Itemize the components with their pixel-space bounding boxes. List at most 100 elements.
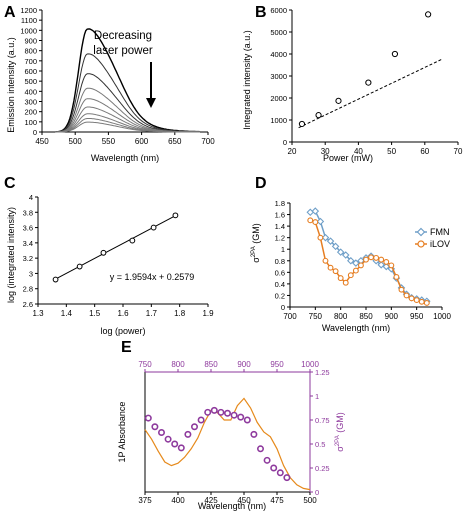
legend-item-ilov: iLOV — [415, 239, 450, 249]
panel-label-c: C — [4, 175, 16, 192]
panel-b-integrated-intensity: B 20 30 40 50 60 700100020003000400050006000 … — [242, 4, 463, 163]
panel-a-x-tick-label: 650 — [168, 137, 182, 146]
panel-c-x-tick-label: 1.5 — [89, 309, 101, 318]
panel-b-data-point — [425, 11, 432, 18]
panel-d-point-fmn — [341, 251, 350, 259]
panel-e-tpa-point — [184, 430, 192, 438]
panel-c-x-tick-label: 1.4 — [61, 309, 73, 318]
panel-d-point-fmn — [321, 233, 330, 242]
panel-d-point-ilov — [403, 292, 410, 299]
panel-d-x-axis-label: Wavelength (nm) — [322, 323, 390, 333]
panel-b-data-point — [365, 79, 372, 86]
panel-e-right-tick-label: 0.75 — [315, 416, 330, 425]
panel-d-point-ilov — [307, 217, 314, 224]
panel-d-point-ilov — [327, 264, 334, 271]
panel-a-arrow — [146, 62, 156, 108]
panel-d-point-ilov — [383, 258, 390, 265]
panel-a-x-tick-label: 450 — [35, 137, 49, 146]
panel-e-top-tick-label: 950 — [270, 360, 284, 369]
panel-a-plot-area — [55, 28, 201, 133]
panel-d-point-fmn — [382, 262, 391, 271]
panel-b-y-tick-label: 3000 — [270, 72, 287, 81]
panel-e-x-axis-label: Wavelength (nm) — [198, 501, 266, 511]
legend-label-ilov: iLOV — [430, 239, 450, 249]
panel-d-two-photon-cross-section: D 700 750 800 850 900 950 1000 0 0.2 0.4 0.6 0.8 1 1.… — [251, 175, 451, 333]
panel-b-y-tick-label: 2000 — [270, 94, 287, 103]
panel-e-axes: 375 400 425 450 475 500 750 800 850 900 950 1000 0 0.… — [138, 360, 329, 505]
panel-label-e: E — [121, 339, 132, 356]
panel-e-tpa-point — [276, 469, 284, 477]
panel-b-x-tick-label: 60 — [420, 147, 429, 156]
panel-c-x-tick-label: 1.7 — [146, 309, 158, 318]
panel-d-y-tick-label: 1.2 — [275, 234, 285, 243]
panel-b-data-point — [315, 112, 322, 119]
panel-a-y-tick-label: 1100 — [21, 16, 37, 25]
panel-e-right-tick-label: 0.5 — [315, 440, 325, 449]
panel-e-tpa-point — [263, 456, 271, 464]
panel-b-data-point — [335, 97, 342, 104]
panel-c-fit-line — [55, 215, 176, 280]
panel-label-b: B — [255, 4, 267, 21]
panel-e-right-y-axis-label: σ2PA (GM) — [335, 412, 345, 451]
panel-d-point-fmn — [311, 207, 320, 215]
panel-a-y-tick-label: 200 — [24, 108, 37, 117]
panel-d-y-tick-label: 0.2 — [275, 291, 285, 300]
panel-d-point-ilov — [398, 286, 405, 293]
legend-item-fmn: FMN — [415, 227, 450, 237]
panel-c-x-tick-label: 1.3 — [32, 309, 44, 318]
panel-label-a: A — [4, 4, 16, 21]
panel-d-point-fmn — [347, 256, 355, 265]
panel-d-point-ilov — [373, 254, 380, 261]
panel-a-y-tick-label: 1000 — [20, 26, 37, 35]
panel-e-tpa-point — [151, 423, 159, 431]
panel-e-x-tick-label: 450 — [237, 496, 251, 505]
panel-a-x-axis-label: Wavelength (nm) — [91, 153, 159, 163]
panel-e-x-tick-label: 425 — [204, 496, 218, 505]
panel-c-x-tick-label: 1.6 — [117, 309, 129, 318]
panel-e-x-tick-label: 500 — [303, 496, 317, 505]
panel-d-point-ilov — [342, 279, 349, 286]
panel-d-point-fmn — [306, 208, 315, 217]
panel-b-x-tick-label: 40 — [354, 147, 363, 156]
panel-b-fit-line — [298, 59, 442, 129]
panel-d-point-fmn — [331, 242, 340, 251]
panel-b-y-tick-label: 4000 — [270, 50, 287, 59]
panel-e-tpa-point — [210, 406, 218, 414]
panel-b-data-point — [391, 50, 399, 58]
panel-c-y-tick-label: 4 — [29, 193, 33, 202]
panel-d-x-tick-label: 950 — [410, 312, 424, 321]
panel-c-y-axis-label: log (integrated intensity) — [6, 207, 16, 303]
panel-d-y-tick-label: 0 — [281, 303, 285, 312]
panel-e-tpa-point — [158, 428, 166, 436]
panel-d-plot-area — [306, 207, 431, 306]
panel-a-y-tick-label: 400 — [24, 87, 37, 96]
panel-d-point-ilov — [357, 262, 364, 269]
panel-b-y-tick-label: 5000 — [270, 28, 287, 37]
panel-d-point-ilov — [388, 262, 395, 269]
panel-e-tpa-point — [256, 445, 264, 453]
panel-c-y-tick-label: 3.4 — [23, 239, 33, 248]
panel-b-x-tick-label: 50 — [387, 147, 396, 156]
panel-a-y-tick-label: 800 — [24, 47, 37, 56]
panel-c-data-point — [76, 263, 83, 270]
panel-e-top-tick-label: 1000 — [301, 360, 319, 369]
panel-e-tpa-point — [164, 435, 172, 443]
panel-b-data-point — [298, 120, 306, 128]
panel-b-y-tick-label: 1000 — [270, 116, 287, 125]
panel-a-y-tick-label: 100 — [24, 118, 37, 127]
panel-a-x-tick-label: 700 — [201, 137, 215, 146]
panel-d-x-tick-label: 900 — [385, 312, 399, 321]
panel-a-y-tick-label: 0 — [33, 128, 37, 137]
panel-d-x-tick-label: 850 — [359, 312, 373, 321]
panel-e-absorbance-line — [144, 397, 311, 491]
panel-d-point-ilov — [332, 268, 339, 275]
panel-d-point-ilov — [368, 254, 375, 261]
panel-c-y-tick-label: 2.6 — [23, 300, 33, 309]
panel-e-tpa-point — [177, 444, 185, 452]
panel-d-y-tick-label: 0.4 — [275, 280, 285, 289]
panel-e-right-tick-label: 0.25 — [315, 464, 330, 473]
panel-d-point-ilov — [393, 274, 400, 280]
panel-d-y-axis-label: σ2PA (GM) — [251, 223, 261, 262]
panel-e-right-tick-label: 1 — [315, 392, 319, 401]
